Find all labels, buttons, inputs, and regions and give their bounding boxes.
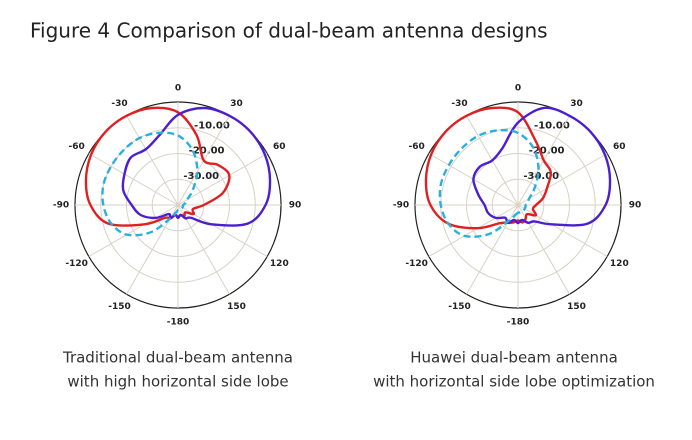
theta-tick-label: -30 [451, 99, 467, 109]
r-tick-label: -20.00 [529, 146, 565, 157]
grid-spoke [517, 204, 608, 257]
grid-spoke [88, 153, 179, 206]
theta-tick-label: -90 [53, 201, 69, 211]
theta-tick-label: -150 [108, 302, 131, 312]
grid-spoke [517, 153, 608, 206]
theta-tick-label: 30 [230, 99, 243, 109]
theta-tick-label: 150 [567, 302, 586, 312]
figure-title: Figure 4 Comparison of dual-beam antenna… [30, 19, 548, 43]
theta-tick-label: -120 [405, 259, 428, 269]
theta-tick-label: 90 [289, 201, 302, 211]
r-tick-label: -10.00 [194, 120, 230, 131]
r-tick-label: -30.00 [523, 171, 559, 182]
theta-tick-label: 60 [613, 142, 626, 152]
theta-tick-label: 0 [515, 84, 521, 94]
theta-tick-label: -180 [167, 318, 190, 328]
theta-tick-label: -150 [448, 302, 471, 312]
caption: with high horizontal side lobe [67, 373, 288, 391]
r-tick-label: -10.00 [534, 120, 570, 131]
theta-tick-label: 150 [227, 302, 246, 312]
pattern-curve [84, 106, 231, 227]
theta-tick-label: 60 [273, 142, 286, 152]
theta-tick-label: 30 [570, 99, 583, 109]
grid-spoke [126, 115, 179, 206]
theta-tick-label: -180 [507, 318, 530, 328]
pattern-curve [101, 131, 199, 237]
caption: Huawei dual-beam antenna [410, 349, 618, 367]
grid-spoke [88, 204, 179, 257]
pattern-curve [438, 128, 540, 238]
r-tick-label: -20.00 [189, 146, 225, 157]
theta-tick-label: 0 [175, 84, 181, 94]
theta-tick-label: -60 [69, 142, 85, 152]
theta-tick-label: -90 [393, 201, 409, 211]
theta-tick-label: -60 [409, 142, 425, 152]
grid-spoke [517, 204, 570, 295]
theta-tick-label: 120 [270, 259, 289, 269]
theta-tick-label: 90 [629, 201, 642, 211]
caption: Traditional dual-beam antenna [62, 349, 293, 367]
caption: with horizontal side lobe optimization [373, 373, 655, 391]
pattern-curve [424, 106, 553, 230]
theta-tick-label: 120 [610, 259, 629, 269]
theta-tick-label: -120 [65, 259, 88, 269]
grid-spoke [177, 204, 230, 295]
grid-spoke [428, 204, 519, 257]
pattern-curve [121, 106, 272, 227]
grid-spoke [177, 153, 268, 206]
r-tick-label: -30.00 [183, 171, 219, 182]
pattern-curve [472, 106, 612, 227]
theta-tick-label: -30 [111, 99, 127, 109]
grid-spoke [466, 204, 519, 295]
